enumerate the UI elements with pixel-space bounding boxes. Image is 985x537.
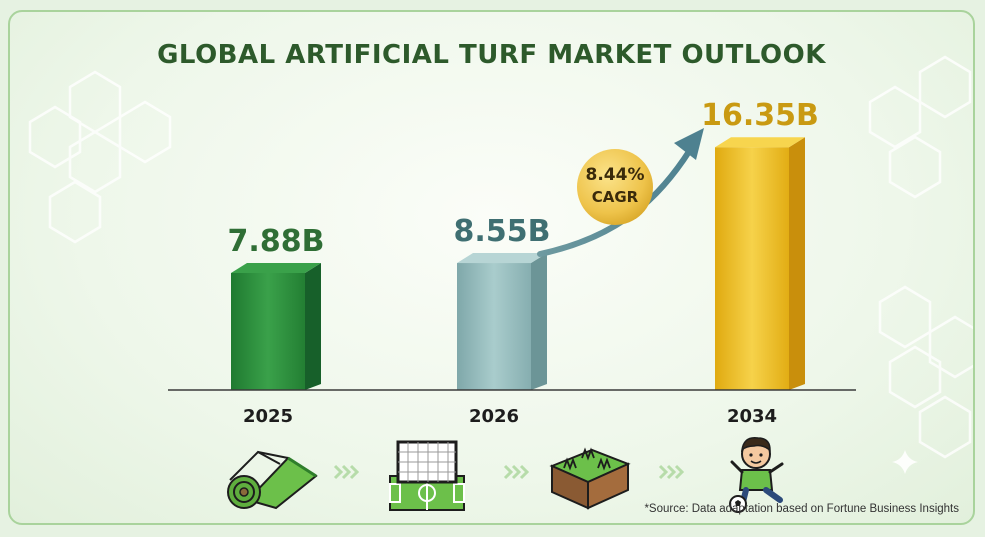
bar-2034 <box>715 137 805 390</box>
cagr-badge: 8.44% CAGR <box>577 149 653 225</box>
turf-roll-icon <box>227 450 318 510</box>
bar-front <box>457 263 531 390</box>
category-label-2026: 2026 <box>469 406 519 427</box>
soccer-field-goal-icon <box>389 440 465 511</box>
bar-top <box>457 253 547 264</box>
value-label-2026: 8.55B <box>454 214 551 249</box>
bar-top <box>231 262 321 273</box>
bar-top <box>715 137 805 148</box>
value-label-2025: 7.88B <box>228 224 325 259</box>
grass-soil-block-icon <box>549 447 631 510</box>
category-label-2034: 2034 <box>727 406 777 427</box>
bar-side <box>789 137 805 390</box>
hexagon-background-pattern <box>28 55 973 474</box>
bar-side <box>305 262 321 390</box>
category-label-2025: 2025 <box>243 406 293 427</box>
boy-kicking-ball-icon <box>729 437 784 513</box>
cagr-label: CAGR <box>592 188 639 206</box>
cagr-value: 8.44% <box>586 165 645 185</box>
source-note: *Source: Data adaptation based on Fortun… <box>644 503 959 515</box>
bar-2025 <box>231 262 321 390</box>
growth-arrow-head <box>674 128 704 160</box>
bar-front <box>715 147 789 390</box>
bar-front <box>231 272 305 390</box>
chevrons-right-icon <box>503 464 529 480</box>
infographic-card: GLOBAL ARTIFICIAL TURF MARKET OUTLOOK <box>8 10 975 525</box>
value-label-2034: 16.35B <box>701 98 819 133</box>
chevrons-right-icon <box>658 464 684 480</box>
bar-side <box>531 253 547 390</box>
chart-title: GLOBAL ARTIFICIAL TURF MARKET OUTLOOK <box>157 40 826 70</box>
bar-chart: 8.44% CAGR 7.88B 2025 8.55B 2026 16.35B 2034 <box>168 98 856 427</box>
bar-2026 <box>457 253 547 390</box>
chevrons-right-icon <box>333 464 359 480</box>
